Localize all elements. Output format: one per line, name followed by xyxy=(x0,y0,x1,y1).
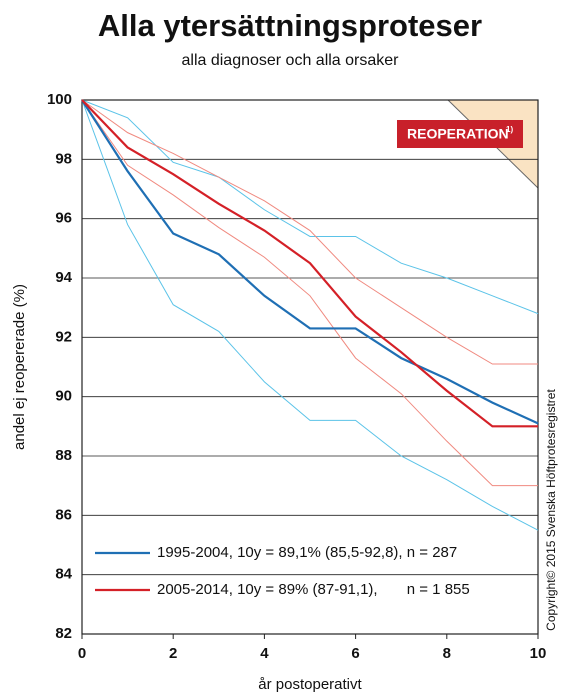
annotation-box xyxy=(397,120,523,148)
legend-label: 1995-2004, 10y = 89,1% (85,5-92,8), n = … xyxy=(157,544,457,561)
x-tick-label: 2 xyxy=(169,645,177,662)
y-tick-label: 86 xyxy=(55,506,72,523)
ci-line xyxy=(81,99,539,531)
ci-line xyxy=(81,99,538,487)
legend-label: 2005-2014, 10y = 89% (87-91,1), n = 1 85… xyxy=(157,581,470,598)
chart-subtitle: alla diagnoser och alla orsaker xyxy=(181,52,399,69)
y-tick-label: 92 xyxy=(55,328,72,345)
y-tick-label: 84 xyxy=(55,566,72,583)
x-tick-label: 6 xyxy=(351,645,359,662)
ci-line xyxy=(81,99,538,365)
copyright: Copyright© 2015 Svenska Höftprotesregist… xyxy=(544,389,558,631)
x-tick-label: 10 xyxy=(530,645,547,662)
y-tick-label: 82 xyxy=(55,625,72,642)
series-line xyxy=(81,99,539,425)
x-tick-label: 8 xyxy=(443,645,451,662)
y-axis-label: andel ej reopererade (%) xyxy=(11,284,28,450)
x-tick-label: 4 xyxy=(260,645,269,662)
y-tick-label: 100 xyxy=(47,91,72,108)
chart-title: Alla ytersättningsproteser xyxy=(98,8,482,43)
x-tick-label: 0 xyxy=(78,645,86,662)
y-tick-label: 98 xyxy=(55,150,72,167)
annotation-note: 1) xyxy=(506,125,513,134)
y-tick-label: 94 xyxy=(55,269,72,286)
y-tick-label: 96 xyxy=(55,210,72,227)
annotation: REOPERATION xyxy=(407,126,509,142)
y-tick-label: 88 xyxy=(55,447,72,464)
series-line xyxy=(81,99,538,428)
plot-frame xyxy=(81,99,539,635)
ci-line xyxy=(81,99,539,315)
y-tick-label: 90 xyxy=(55,388,72,405)
x-axis-label: år postoperativt xyxy=(258,676,362,693)
